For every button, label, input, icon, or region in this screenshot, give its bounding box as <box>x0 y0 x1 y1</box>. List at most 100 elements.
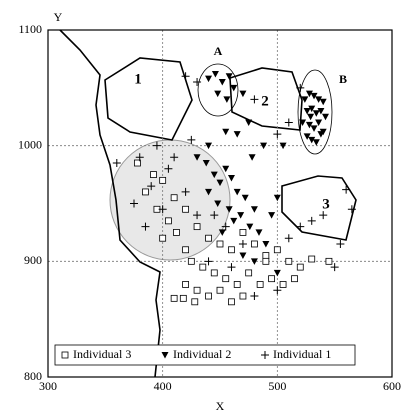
point <box>222 129 229 136</box>
annotation: 2 <box>261 93 269 109</box>
point <box>263 253 269 259</box>
point <box>313 110 320 117</box>
point <box>280 281 286 287</box>
point <box>188 258 194 264</box>
point <box>320 99 327 106</box>
point <box>311 125 318 132</box>
point <box>194 287 200 293</box>
point <box>183 247 189 253</box>
point <box>315 120 322 127</box>
zone-3 <box>282 176 356 240</box>
y-tick-label: 1100 <box>18 22 42 36</box>
point <box>322 114 329 121</box>
point <box>240 229 246 235</box>
x-axis-label: X <box>216 399 225 413</box>
point <box>222 166 229 173</box>
point <box>237 212 244 219</box>
point <box>223 96 230 103</box>
point <box>273 130 281 138</box>
point <box>160 235 166 241</box>
point <box>251 206 258 213</box>
point <box>268 212 275 219</box>
point <box>173 229 179 235</box>
point <box>212 71 219 78</box>
point <box>205 76 212 83</box>
point <box>150 172 156 178</box>
point <box>286 258 292 264</box>
point <box>205 143 212 150</box>
point <box>342 186 350 194</box>
x-tick-label: 500 <box>268 379 286 393</box>
point <box>297 264 303 270</box>
point <box>262 241 269 248</box>
zone-1 <box>105 58 192 140</box>
point <box>217 241 223 247</box>
point <box>192 299 198 305</box>
point <box>183 206 189 212</box>
point <box>257 281 263 287</box>
y-tick-label: 800 <box>24 369 42 383</box>
x-tick-label: 400 <box>154 379 172 393</box>
legend-label: Individual 2 <box>173 347 231 361</box>
point <box>251 241 257 247</box>
point <box>307 114 314 121</box>
point <box>263 258 269 264</box>
point <box>285 234 293 242</box>
point <box>255 229 262 236</box>
y-tick-label: 1000 <box>18 137 42 151</box>
point <box>234 281 240 287</box>
legend-marker <box>62 352 68 358</box>
point <box>194 224 200 230</box>
legend-label: Individual 1 <box>273 347 331 361</box>
point <box>171 195 177 201</box>
chart: 30040050060080090010001100XY123ABIndivid… <box>0 0 405 419</box>
point <box>227 263 235 271</box>
point <box>239 91 246 98</box>
point <box>269 276 275 282</box>
map-features <box>60 30 356 377</box>
point <box>214 91 221 98</box>
home-range <box>110 140 230 260</box>
annotation: B <box>339 72 347 86</box>
point <box>234 131 241 138</box>
point <box>304 108 311 115</box>
annotation: 1 <box>134 71 142 87</box>
point <box>228 175 235 182</box>
point <box>336 240 344 248</box>
point <box>234 189 241 196</box>
point <box>250 292 258 300</box>
point <box>223 276 229 282</box>
point <box>165 218 171 224</box>
point <box>228 247 234 253</box>
point <box>313 139 320 146</box>
point <box>309 256 315 262</box>
point <box>246 224 253 231</box>
point <box>219 79 226 86</box>
point <box>226 73 233 80</box>
point <box>245 120 252 127</box>
point <box>206 293 212 299</box>
point <box>274 247 280 253</box>
point <box>230 218 237 225</box>
point <box>142 189 148 195</box>
point <box>228 299 234 305</box>
point <box>239 240 247 248</box>
point <box>183 281 189 287</box>
point <box>239 253 246 259</box>
point <box>217 287 223 293</box>
point <box>171 295 177 301</box>
point <box>242 195 249 202</box>
point <box>206 235 212 241</box>
point <box>180 295 186 301</box>
point <box>326 258 332 264</box>
point <box>246 270 252 276</box>
point <box>274 195 281 202</box>
y-tick-label: 900 <box>24 253 42 267</box>
annotation: 3 <box>322 196 330 212</box>
point <box>240 293 246 299</box>
point <box>211 270 217 276</box>
point <box>113 159 121 167</box>
point <box>296 223 304 231</box>
point <box>200 264 206 270</box>
point <box>308 217 316 225</box>
